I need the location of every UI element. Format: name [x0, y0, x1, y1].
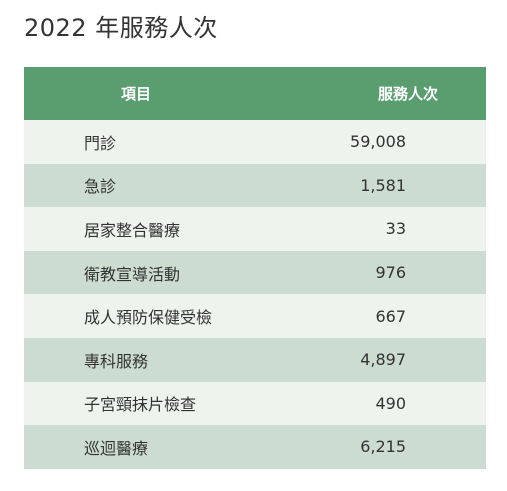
row-item-label: 衛教宣導活動 — [24, 250, 286, 295]
row-count-value: 976 — [286, 250, 486, 295]
table-row: 居家整合醫療 33 — [24, 207, 486, 251]
row-count-value: 1,581 — [286, 163, 486, 208]
row-count-value: 490 — [286, 381, 486, 426]
row-item-label: 門診 — [24, 120, 286, 164]
table-row: 衛教宣導活動 976 — [24, 250, 486, 295]
row-count-value: 6,215 — [286, 425, 486, 469]
table-row: 巡迴醫療 6,215 — [24, 425, 486, 469]
row-count-value: 33 — [286, 207, 486, 251]
table-row: 門診 59,008 — [24, 120, 486, 164]
row-item-label: 專科服務 — [24, 337, 286, 382]
column-header-item: 項目 — [24, 67, 286, 120]
row-item-label: 巡迴醫療 — [24, 425, 286, 469]
row-item-label: 居家整合醫療 — [24, 207, 286, 251]
page-title: 2022 年服務人次 — [24, 14, 218, 42]
table-header-row: 項目 服務人次 — [24, 67, 486, 120]
service-stats-table: 項目 服務人次 門診 59,008 急診 1,581 居家整合醫療 33 衛教宣… — [24, 67, 486, 469]
table-row: 子宮頸抹片檢查 490 — [24, 381, 486, 426]
row-item-label: 成人預防保健受檢 — [24, 294, 286, 338]
row-count-value: 59,008 — [286, 120, 486, 164]
row-count-value: 4,897 — [286, 337, 486, 382]
table-row: 急診 1,581 — [24, 163, 486, 208]
service-stats-table-container: 項目 服務人次 門診 59,008 急診 1,581 居家整合醫療 33 衛教宣… — [24, 67, 486, 469]
column-header-count: 服務人次 — [286, 67, 486, 120]
row-count-value: 667 — [286, 294, 486, 338]
row-item-label: 急診 — [24, 163, 286, 208]
row-item-label: 子宮頸抹片檢查 — [24, 381, 286, 426]
table-row: 專科服務 4,897 — [24, 337, 486, 382]
table-row: 成人預防保健受檢 667 — [24, 294, 486, 338]
